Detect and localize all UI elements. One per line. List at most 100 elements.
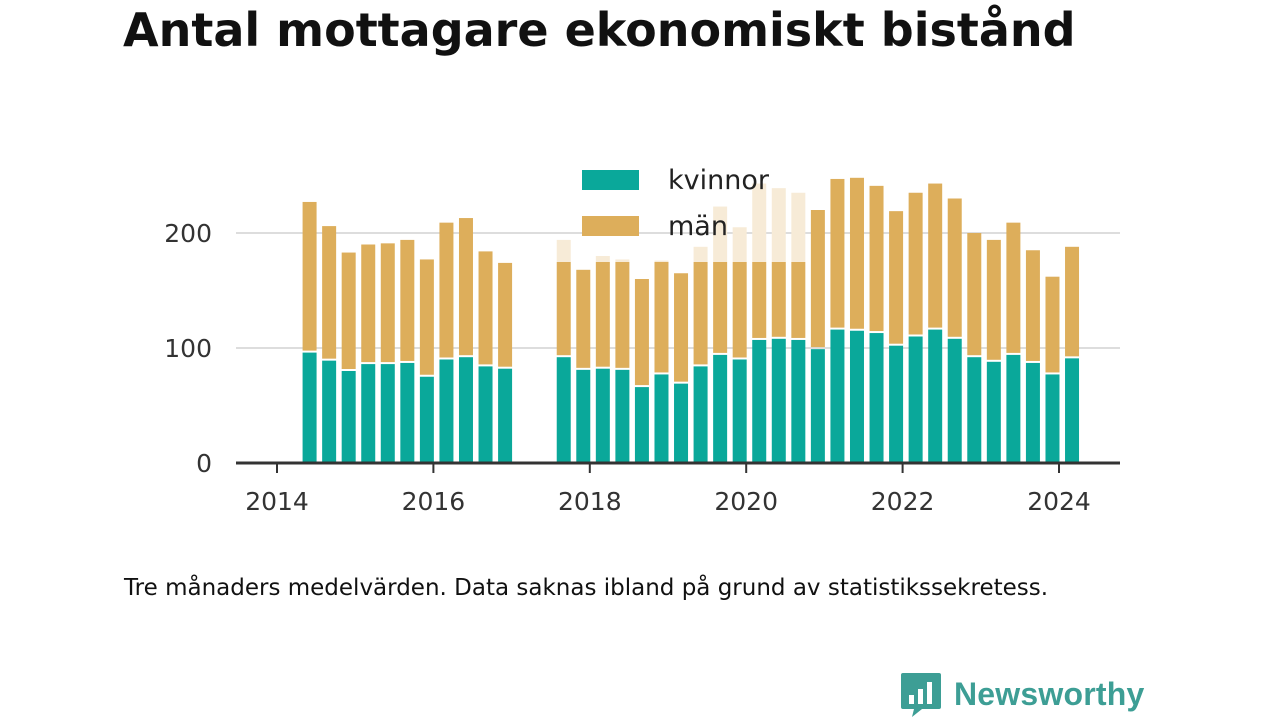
axes: 0 100 200 2014 2016 2018 2020 2022 2024 (164, 219, 1120, 516)
bar-kvinnor (1025, 362, 1040, 463)
bar-stack-2022-03 (908, 192, 923, 463)
bar-kvinnor (595, 368, 610, 463)
bar-man (654, 262, 669, 373)
bar-kvinnor (556, 357, 571, 463)
bar-man (771, 188, 786, 262)
bar-man (830, 178, 845, 328)
bar-stack-2014-12 (341, 252, 356, 463)
bar-stack-2019-03 (674, 273, 689, 463)
bar-chart-speech-bubble-icon (901, 673, 941, 717)
bar-kvinnor (947, 338, 962, 463)
bar-kvinnor (967, 357, 982, 463)
bar-kvinnor (400, 362, 415, 463)
bar-man (713, 262, 728, 353)
bar-stack-2023-03 (986, 239, 1001, 463)
bar-kvinnor (986, 361, 1001, 463)
bar-stack-2014-09 (322, 226, 337, 463)
bar-stack-2022-06 (928, 183, 943, 463)
bar-stack-2016-03 (439, 222, 454, 463)
x-tick-label: 2020 (714, 487, 778, 516)
bar-stack-2017-09 (556, 239, 571, 463)
bar-stack-2021-03 (830, 178, 845, 463)
bar-man (322, 226, 337, 359)
bar-stack-2015-12 (419, 259, 434, 463)
bar-man (947, 198, 962, 337)
bar-stack-2023-12 (1045, 276, 1060, 463)
bar-man (869, 185, 884, 332)
bar-man (439, 222, 454, 358)
x-tick-label: 2018 (558, 487, 622, 516)
bar-stack-2020-03 (752, 183, 767, 463)
bar-kvinnor (419, 376, 434, 463)
bar-man (478, 251, 493, 365)
bar-kvinnor (1006, 354, 1021, 463)
bars (302, 177, 1080, 463)
bar-stack-2016-06 (458, 218, 473, 463)
bar-stack-2019-12 (732, 227, 747, 463)
bar-kvinnor (771, 338, 786, 463)
page-title: Antal mottagare ekonomiskt bistånd (123, 3, 1076, 57)
bar-stack-2014-06 (302, 201, 317, 463)
bar-stack-2020-06 (771, 188, 786, 463)
legend: kvinnor män (582, 165, 770, 242)
bar-stack-2015-03 (361, 244, 376, 463)
bar-kvinnor (1045, 374, 1060, 463)
bar-stack-2015-06 (380, 243, 395, 463)
bar-stack-2016-09 (478, 251, 493, 463)
bar-man (752, 183, 767, 262)
bar-kvinnor (458, 357, 473, 463)
bar-stack-2018-06 (615, 259, 630, 463)
bar-stack-2022-12 (967, 233, 982, 463)
bar-man (361, 244, 376, 363)
bar-kvinnor (693, 366, 708, 463)
brand-logo[interactable]: Newsworthy (900, 670, 1144, 718)
y-tick-label: 0 (196, 449, 212, 478)
bar-man (556, 262, 571, 356)
bar-man (595, 256, 610, 262)
bar-man (556, 239, 571, 262)
bar-man (693, 246, 708, 262)
bar-stack-2019-06 (693, 246, 708, 463)
bar-man (889, 211, 904, 344)
bar-kvinnor (674, 383, 689, 463)
bar-man (752, 262, 767, 338)
bar-man (1045, 276, 1060, 373)
bar-man (458, 218, 473, 356)
bar-man (654, 260, 669, 262)
bar-kvinnor (791, 339, 806, 463)
bar-stack-2021-06 (849, 177, 864, 463)
bar-kvinnor (713, 354, 728, 463)
bar-stack-2024-03 (1065, 246, 1080, 463)
bar-stack-2022-09 (947, 198, 962, 463)
bar-man (732, 227, 747, 262)
bar-kvinnor (1065, 358, 1080, 463)
bar-kvinnor (478, 366, 493, 463)
bar-man (1065, 246, 1080, 357)
bar-kvinnor (498, 368, 513, 463)
bar-man (791, 262, 806, 338)
bar-kvinnor (869, 333, 884, 463)
bar-man (400, 239, 415, 361)
bar-stack-2023-06 (1006, 222, 1021, 463)
bar-man (341, 252, 356, 369)
bar-stack-2021-12 (889, 211, 904, 463)
bar-man (849, 177, 864, 329)
bar-stack-2018-03 (595, 256, 610, 463)
bar-man (1025, 250, 1040, 361)
bar-kvinnor (302, 352, 317, 463)
bar-stack-2015-09 (400, 239, 415, 463)
bar-man (713, 206, 728, 262)
bar-stack-2021-09 (869, 185, 884, 463)
legend-label: män (668, 211, 728, 242)
bar-man (1006, 222, 1021, 353)
legend-swatch-kvinnor (582, 170, 639, 190)
bar-man (615, 259, 630, 262)
bar-man (986, 239, 1001, 360)
bar-stack-2023-09 (1025, 250, 1040, 463)
bar-man (810, 210, 825, 348)
x-tick-label: 2014 (245, 487, 309, 516)
bar-stack-2018-12 (654, 260, 669, 463)
bar-kvinnor (361, 364, 376, 463)
bar-man (732, 262, 747, 358)
bar-man (615, 262, 630, 368)
